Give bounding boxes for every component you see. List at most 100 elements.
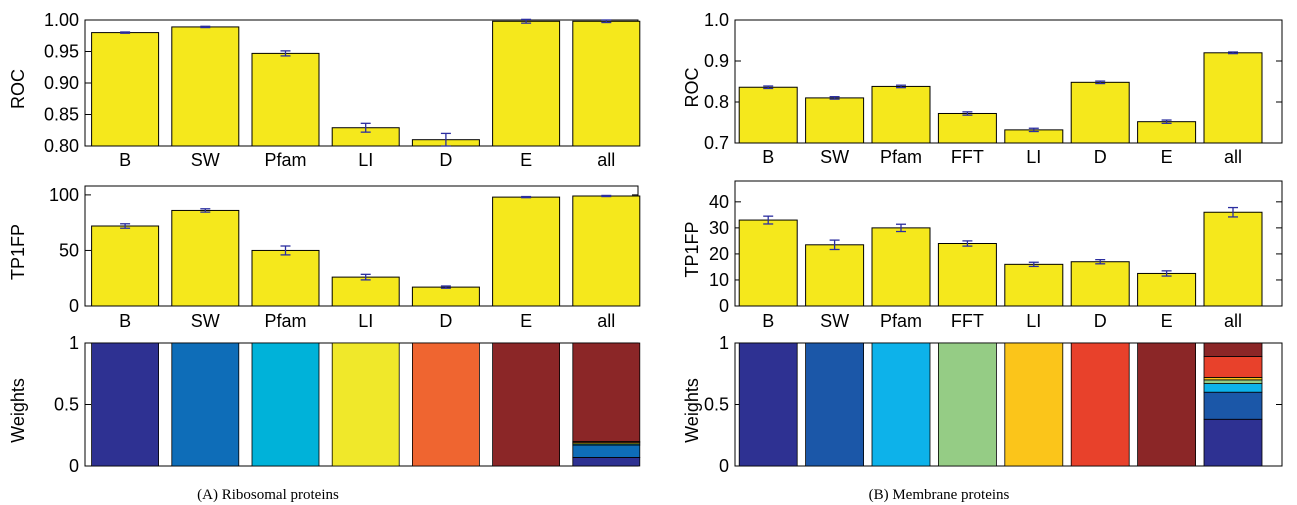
weight-segment — [1004, 342, 1064, 467]
bar — [871, 85, 931, 144]
bar — [331, 276, 400, 307]
weight-segment — [805, 342, 864, 467]
caption-a: (A) Ribosomal proteins — [197, 487, 339, 503]
y-tick-label: 0 — [719, 456, 729, 476]
y-axis-label: TP1FP — [8, 224, 28, 280]
y-axis-label: ROC — [682, 68, 702, 108]
y-tick-label: 0.9 — [704, 51, 729, 71]
weight-segment — [331, 342, 400, 467]
bar — [937, 243, 997, 307]
x-tick-label: all — [1224, 147, 1242, 167]
x-tick-label: Pfam — [880, 147, 922, 167]
weight-segment — [738, 342, 798, 467]
x-tick-label: D — [1094, 147, 1107, 167]
weight-segment — [91, 342, 159, 467]
bar — [492, 196, 561, 307]
y-tick-label: 0.90 — [44, 73, 79, 93]
y-tick-label: 1 — [69, 333, 79, 353]
weight-segment — [871, 342, 931, 467]
bar — [411, 286, 480, 307]
bar — [91, 32, 160, 147]
x-tick-label: D — [439, 150, 452, 170]
x-tick-label: E — [1161, 147, 1173, 167]
y-tick-label: 100 — [49, 185, 79, 205]
x-tick-label: Pfam — [880, 311, 922, 331]
x-tick-label: SW — [191, 150, 220, 170]
bar — [171, 209, 240, 307]
bar — [91, 225, 160, 307]
y-axis-label: ROC — [8, 69, 28, 109]
x-tick-label: all — [597, 311, 615, 331]
bar — [1070, 81, 1130, 144]
y-tick-label: 20 — [709, 244, 729, 264]
y-tick-label: 0.95 — [44, 42, 79, 62]
x-tick-label: LI — [358, 311, 373, 331]
weight-segment — [1070, 342, 1130, 467]
bar — [171, 26, 240, 147]
x-tick-label: Pfam — [264, 150, 306, 170]
y-tick-label: 0 — [69, 296, 79, 316]
bar — [805, 97, 865, 144]
x-tick-label: LI — [358, 150, 373, 170]
x-tick-label: E — [520, 150, 532, 170]
x-tick-label: D — [1094, 311, 1107, 331]
caption-b: (B) Membrane proteins — [869, 487, 1010, 503]
bar — [251, 249, 320, 307]
x-tick-label: SW — [820, 311, 849, 331]
y-tick-label: 40 — [709, 192, 729, 212]
x-tick-label: D — [439, 311, 452, 331]
bar — [871, 227, 931, 307]
x-tick-label: B — [762, 311, 774, 331]
weight-segment — [251, 342, 320, 467]
weight-segment — [938, 342, 997, 467]
bar — [738, 86, 798, 144]
y-tick-label: 30 — [709, 218, 729, 238]
weight-segment — [572, 342, 641, 442]
x-tick-label: Pfam — [264, 311, 306, 331]
weight-segment — [572, 456, 641, 467]
y-tick-label: 0.7 — [704, 133, 729, 153]
x-tick-label: FFT — [951, 147, 984, 167]
y-tick-label: 0 — [719, 296, 729, 316]
x-tick-label: SW — [820, 147, 849, 167]
bar — [572, 20, 641, 147]
bar — [738, 219, 798, 307]
x-tick-label: SW — [191, 311, 220, 331]
y-axis-label: Weights — [682, 378, 702, 443]
bar — [251, 52, 320, 147]
x-tick-label: E — [520, 311, 532, 331]
bar — [1203, 211, 1263, 307]
y-tick-label: 0.80 — [44, 136, 79, 156]
y-tick-label: 50 — [59, 240, 79, 260]
weight-segment — [1203, 342, 1263, 357]
y-tick-label: 0.8 — [704, 92, 729, 112]
x-tick-label: E — [1161, 311, 1173, 331]
bar — [937, 112, 997, 144]
weight-segment — [1203, 391, 1263, 420]
y-tick-label: 1.00 — [44, 10, 79, 30]
weight-segment — [572, 444, 641, 458]
y-tick-label: 0.5 — [704, 395, 729, 415]
bar — [1203, 52, 1263, 144]
y-tick-label: 0.5 — [54, 395, 79, 415]
x-tick-label: B — [762, 147, 774, 167]
y-tick-label: 0 — [69, 456, 79, 476]
weight-segment — [1137, 342, 1196, 467]
bar — [1137, 272, 1197, 307]
bar — [1004, 263, 1064, 307]
weight-segment — [1203, 379, 1263, 384]
bar — [805, 244, 865, 307]
bar — [492, 20, 561, 147]
bar — [1137, 121, 1197, 144]
weight-segment — [1203, 356, 1263, 378]
bar — [572, 195, 641, 307]
x-tick-label: B — [119, 150, 131, 170]
y-tick-label: 1 — [719, 333, 729, 353]
weight-segment — [1203, 418, 1263, 467]
x-tick-label: B — [119, 311, 131, 331]
y-axis-label: Weights — [8, 378, 28, 443]
bar — [1070, 261, 1130, 307]
y-axis-label: TP1FP — [682, 221, 702, 277]
x-tick-label: all — [1224, 311, 1242, 331]
